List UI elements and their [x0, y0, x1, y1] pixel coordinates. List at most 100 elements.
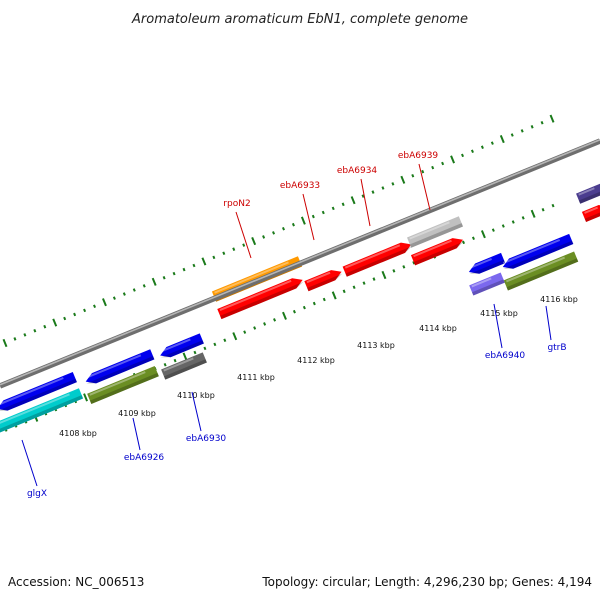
- inner-tick: [273, 318, 277, 322]
- inner-tick: [263, 322, 267, 326]
- leader-line: [360, 178, 371, 227]
- outer-tick: [192, 263, 196, 268]
- outer-tick: [361, 194, 365, 198]
- gene-labels: rpoN2 ebA6933 ebA6934 ebA6939 glgX ebA6926 ebA…: [27, 151, 567, 499]
- leader-line: [235, 211, 252, 259]
- outer-tick: [520, 129, 524, 133]
- gene-shade: [163, 359, 207, 380]
- outer-tick: [300, 216, 306, 225]
- kbp-tick-label: 4108 kbp: [59, 429, 97, 438]
- outer-tick: [242, 243, 246, 247]
- gene-body: [502, 233, 574, 269]
- outer-tick: [212, 255, 216, 260]
- gene-body: [342, 242, 412, 277]
- gene-label: ebA6930: [186, 434, 227, 444]
- inner-tick: [282, 311, 287, 320]
- gene-body: [469, 272, 505, 296]
- gene-arrow: [0, 371, 77, 411]
- gene-arrow: [0, 388, 84, 434]
- gene-features: [0, 182, 600, 434]
- gene-arrow: [85, 349, 155, 384]
- kbp-tick-label: 4110 kbp: [177, 391, 215, 400]
- inner-tick: [352, 285, 356, 289]
- inner-tick: [342, 289, 346, 294]
- outer-tick: [23, 333, 27, 337]
- outer-tick: [272, 231, 276, 235]
- outer-tick: [431, 165, 435, 170]
- inner-tick: [232, 332, 238, 341]
- leader-line: [545, 305, 552, 341]
- kbp-tick-label: 4109 kbp: [118, 409, 156, 418]
- gene-shade: [86, 356, 155, 384]
- outer-tick: [2, 338, 8, 348]
- gene-body: [161, 352, 207, 380]
- gene-shade: [0, 378, 77, 411]
- gene-shine: [306, 271, 331, 284]
- outer-tick: [73, 312, 77, 317]
- topology-text: Topology: circular; Length: 4,296,230 bp…: [261, 575, 592, 589]
- kbp-tick-label: 4116 kbp: [540, 295, 578, 304]
- tick-marks-outer: [2, 114, 555, 348]
- outer-tick: [311, 214, 315, 219]
- kbp-tick-label: 4111 kbp: [237, 373, 275, 382]
- gene-shade: [472, 279, 505, 296]
- inner-tick: [362, 281, 366, 285]
- outer-tick: [291, 222, 295, 227]
- outer-tick: [421, 169, 425, 174]
- outer-tick: [341, 202, 345, 207]
- outer-tick: [321, 210, 325, 215]
- leader-line: [191, 391, 202, 432]
- inner-tick: [392, 269, 396, 273]
- outer-tick: [151, 277, 157, 286]
- leader-line: [21, 439, 38, 487]
- outer-tick: [411, 173, 415, 178]
- backbone-line: [0, 138, 600, 389]
- outer-tick: [281, 227, 285, 231]
- gene-arrow: [161, 352, 207, 380]
- inner-tick: [193, 350, 197, 355]
- outer-tick: [540, 120, 544, 125]
- gene-shine: [409, 221, 450, 240]
- gene-arrow: [468, 252, 506, 274]
- gene-body: [581, 204, 600, 223]
- gene-shine: [89, 371, 146, 396]
- outer-tick: [530, 125, 534, 129]
- kbp-tick-label: 4115 kbp: [480, 309, 518, 318]
- inner-tick: [511, 220, 515, 224]
- inner-tick: [203, 346, 207, 351]
- gene-body: [0, 388, 84, 434]
- outer-tick: [251, 236, 257, 246]
- outer-tick: [331, 206, 335, 211]
- kbp-tick-label: 4114 kbp: [419, 324, 457, 333]
- gene-shade: [409, 223, 463, 248]
- gene-body: [503, 251, 579, 291]
- outer-tick: [480, 145, 484, 149]
- gene-shade: [413, 241, 464, 266]
- outer-tick: [510, 133, 514, 137]
- gene-shine: [471, 277, 492, 288]
- gene-shade: [584, 208, 600, 223]
- accession-text: Accession: NC_006513: [8, 575, 144, 589]
- inner-tick: [372, 277, 376, 281]
- outer-tick: [162, 275, 166, 280]
- gene-shade: [503, 240, 574, 269]
- outer-tick: [222, 251, 226, 256]
- outer-tick: [122, 292, 126, 296]
- outer-tick: [172, 271, 176, 276]
- gene-label: ebA6933: [280, 181, 320, 191]
- outer-tick: [201, 257, 207, 266]
- gene-body: [410, 238, 463, 266]
- leader-line: [493, 303, 503, 349]
- gene-arrow: [469, 272, 505, 296]
- backbone-highlight: [0, 139, 600, 386]
- gene-shine: [413, 239, 452, 258]
- gene-body: [160, 333, 204, 358]
- outer-tick: [142, 284, 146, 288]
- outer-tick: [549, 114, 555, 123]
- outer-tick: [381, 186, 385, 190]
- gene-shine: [160, 338, 191, 353]
- gene-shine: [502, 238, 561, 264]
- map-title: Aromatoleum aromaticum EbN1, complete ge…: [131, 12, 468, 27]
- outer-tick: [470, 149, 474, 154]
